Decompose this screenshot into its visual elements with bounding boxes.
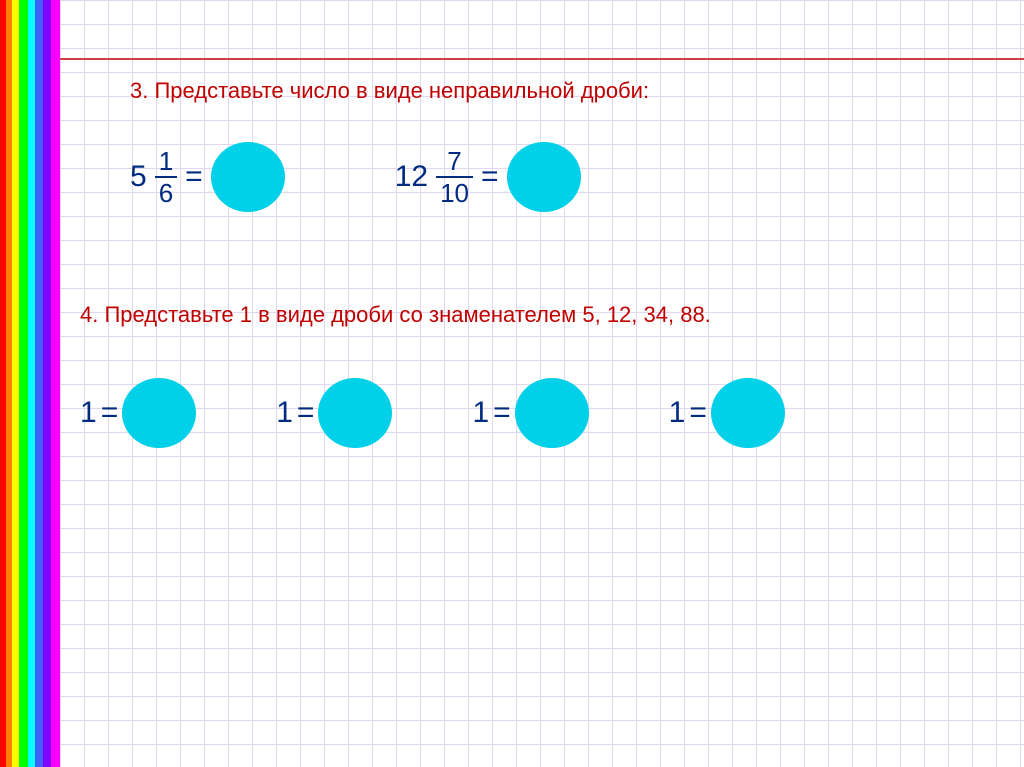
equals-sign: = bbox=[689, 396, 707, 430]
whole-number: 12 bbox=[395, 160, 428, 194]
numerator: 1 bbox=[155, 148, 177, 176]
task-3-problem-1: 5 1 6 = bbox=[130, 142, 285, 212]
rainbow-sidebar bbox=[0, 0, 60, 767]
fraction: 1 6 bbox=[155, 148, 177, 206]
task-4-item-4: 1= bbox=[669, 378, 785, 448]
lhs-one: 1 bbox=[472, 396, 489, 430]
answer-cover-blob bbox=[122, 378, 196, 448]
answer-cover-blob bbox=[211, 142, 285, 212]
denominator: 10 bbox=[436, 178, 473, 206]
task-4-item-1: 1= bbox=[80, 378, 196, 448]
task-4-title: 4. Представьте 1 в виде дроби со знамена… bbox=[80, 302, 1000, 328]
equals-sign: = bbox=[493, 396, 511, 430]
answer-cover-blob bbox=[711, 378, 785, 448]
equals-sign: = bbox=[481, 160, 499, 194]
equals-sign: = bbox=[101, 396, 119, 430]
task-4-items: 1= 1= 1= 1= bbox=[80, 378, 1000, 448]
task-4-item-3: 1= bbox=[472, 378, 588, 448]
content-area: 3. Представьте число в виде неправильной… bbox=[80, 78, 1000, 448]
fraction: 7 10 bbox=[436, 148, 473, 206]
denominator: 6 bbox=[155, 178, 177, 206]
lhs-one: 1 bbox=[669, 396, 686, 430]
whole-number: 5 bbox=[130, 160, 147, 194]
equals-sign: = bbox=[297, 396, 315, 430]
answer-cover-blob bbox=[507, 142, 581, 212]
numerator: 7 bbox=[443, 148, 465, 176]
answer-cover-blob bbox=[515, 378, 589, 448]
top-rule bbox=[60, 58, 1024, 60]
lhs-one: 1 bbox=[276, 396, 293, 430]
lhs-one: 1 bbox=[80, 396, 97, 430]
task-3-problems: 5 1 6 = 12 7 10 = bbox=[130, 142, 1000, 212]
task-3-title: 3. Представьте число в виде неправильной… bbox=[130, 78, 1000, 104]
answer-cover-blob bbox=[318, 378, 392, 448]
equals-sign: = bbox=[185, 160, 203, 194]
task-3-problem-2: 12 7 10 = bbox=[395, 142, 581, 212]
task-4-item-2: 1= bbox=[276, 378, 392, 448]
